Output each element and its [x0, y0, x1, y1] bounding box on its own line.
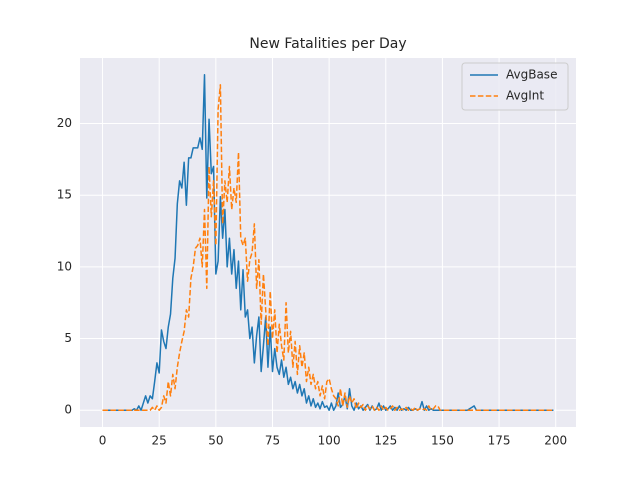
legend-label: AvgInt: [506, 89, 544, 103]
lines: [102, 74, 554, 411]
x-tick-label: 100: [318, 434, 341, 448]
x-tick-label: 200: [544, 434, 567, 448]
x-tick-label: 175: [488, 434, 511, 448]
y-tick-label: 5: [64, 331, 72, 345]
x-tick-label: 75: [265, 434, 280, 448]
x-tick-label: 125: [374, 434, 397, 448]
chart-title: New Fatalities per Day: [249, 36, 406, 52]
y-tick-label: 10: [57, 259, 72, 273]
y-tick-label: 0: [64, 403, 72, 417]
plot-area: [80, 58, 576, 427]
x-tick-label: 150: [431, 434, 454, 448]
x-tick-label: 0: [99, 434, 107, 448]
y-tick-label: 15: [57, 188, 72, 202]
series-line: [102, 84, 554, 411]
x-tick-label: 50: [208, 434, 223, 448]
legend-label: AvgBase: [506, 68, 557, 82]
legend: AvgBase AvgInt: [461, 62, 569, 111]
x-tick-label: 25: [152, 434, 167, 448]
y-tick-label: 20: [57, 116, 72, 130]
